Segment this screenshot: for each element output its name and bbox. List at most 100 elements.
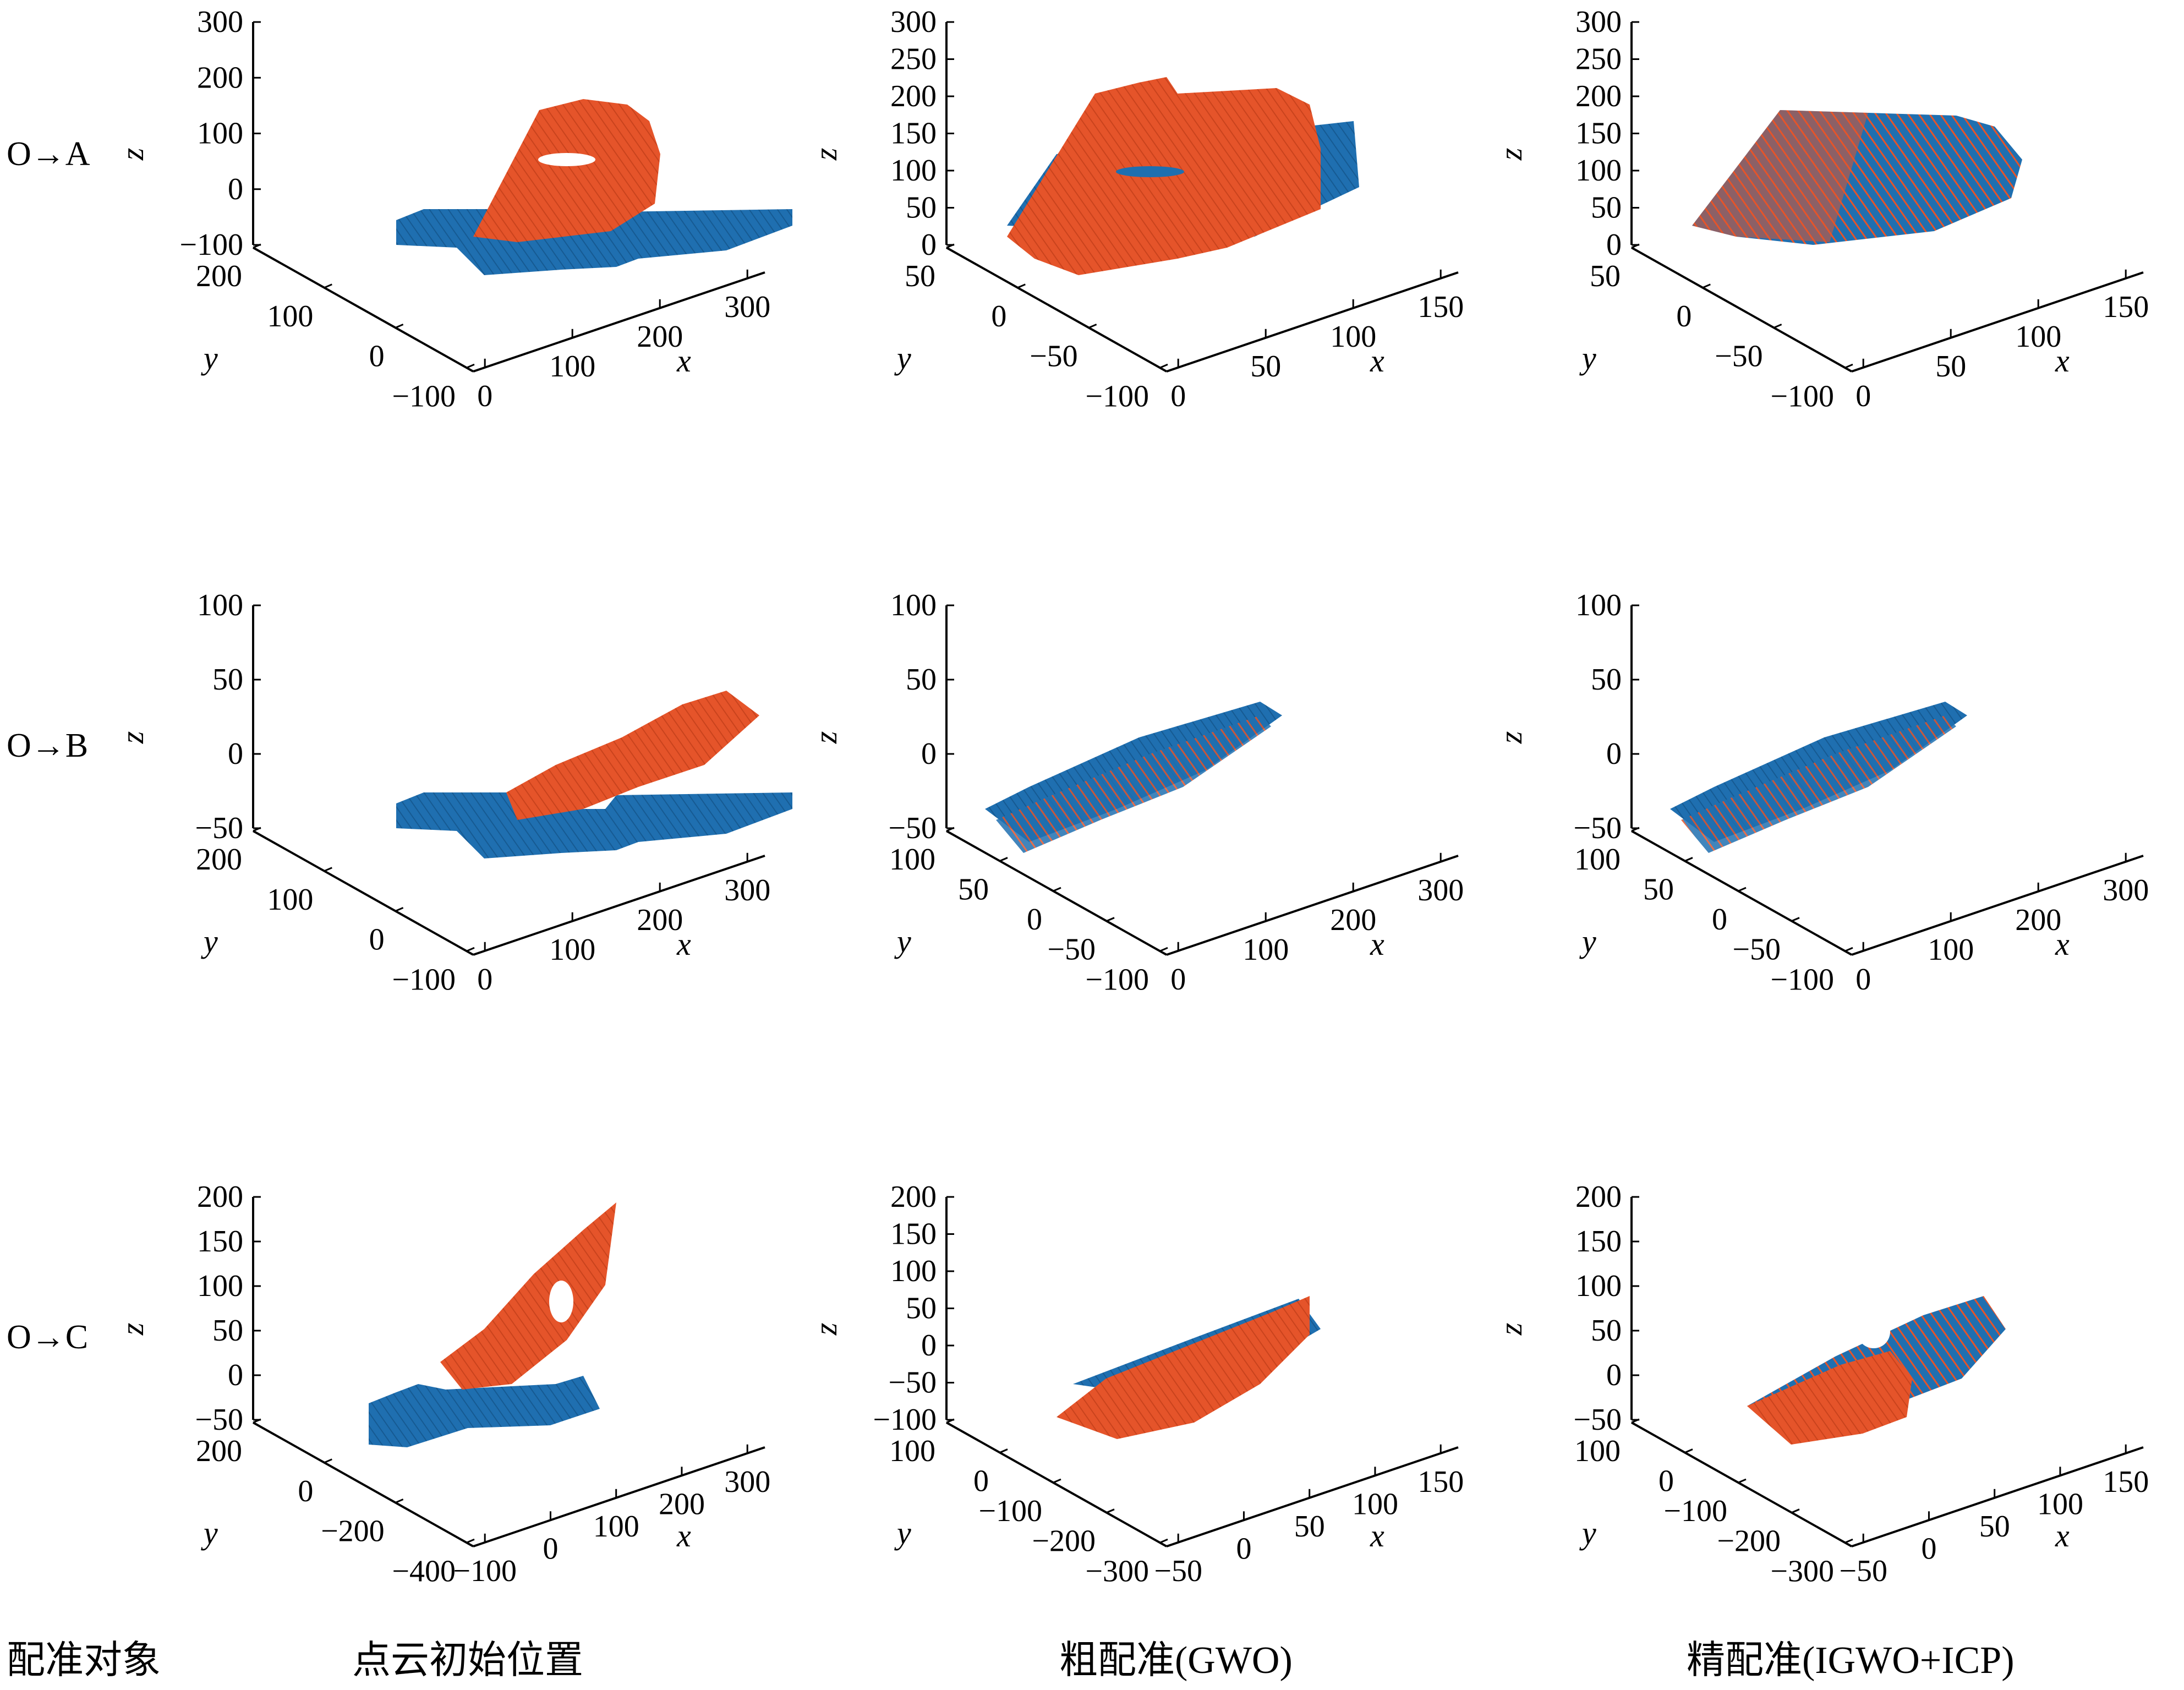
z-tick-label: 200 [197,1180,243,1214]
y-tick-label: −100 [392,962,456,997]
y-tick-label: 100 [889,1434,935,1468]
z-axis-label: z [1493,148,1529,161]
y-tick-label: −300 [1770,1554,1834,1588]
panel-oc-fine: 200150100500−50z1000−100−200−300y−500501… [1493,1180,2149,1588]
y-tick-label: 200 [196,1434,242,1468]
x-tick-label: 50 [1294,1509,1325,1544]
x-tick-label: 0 [1855,962,1871,997]
x-tick-label: 100 [1242,933,1289,967]
x-tick-label: 200 [1330,903,1376,937]
target-cloud-blue [369,1376,600,1447]
x-axis-label: x [676,1518,691,1554]
y-tick-mark [1738,887,1747,892]
source-cloud-orange [1747,1351,1912,1445]
source-cloud-orange [473,99,660,242]
z-tick-label: 300 [1575,5,1622,39]
y-tick-mark [253,243,261,249]
y-tick-label: −50 [1030,340,1078,374]
x-tick-label: 150 [1417,290,1464,324]
x-tick-label: 100 [2015,320,2061,354]
z-tick-label: 200 [890,79,937,113]
y-tick-mark [1017,283,1026,289]
x-axis-label: x [1370,926,1384,962]
x-tick-label: 150 [2103,1465,2149,1499]
x-tick-label: 300 [1417,873,1464,907]
y-tick-label: 100 [267,883,313,917]
z-tick-label: 100 [890,154,937,188]
z-axis-label: z [114,1323,150,1336]
z-tick-label: 100 [197,117,243,151]
x-axis-line [1851,1446,2144,1547]
x-tick-label: 300 [724,873,770,907]
y-tick-label: 0 [1712,903,1727,937]
panel-oc-coarse: 200150100500−50−100z1000−100−200−300y−50… [808,1180,1464,1588]
y-axis-line [253,1421,474,1547]
y-tick-label: −200 [321,1514,385,1549]
y-tick-mark [946,1418,955,1424]
y-tick-mark [395,1498,404,1503]
z-tick-label: 250 [1575,42,1622,76]
z-axis-label: z [1493,731,1529,745]
y-tick-mark [1631,243,1640,249]
x-tick-label: 300 [2103,873,2149,907]
z-tick-label: 50 [1591,1314,1622,1348]
cloud-hole [1116,166,1184,177]
z-tick-label: 0 [228,1358,243,1392]
z-tick-label: 50 [906,663,937,697]
y-axis-label: y [894,1515,911,1551]
y-tick-mark [395,324,404,329]
caption-coarse-registration: 粗配准(GWO) [1059,1639,1293,1682]
x-tick-label: 0 [1855,379,1871,413]
y-tick-mark [1106,917,1115,922]
z-tick-label: 0 [228,172,243,206]
z-tick-label: 150 [890,1217,937,1251]
z-tick-label: −50 [888,811,937,845]
z-tick-label: 50 [212,663,243,697]
y-axis-label: y [894,340,911,376]
caption-initial-position: 点云初始位置 [352,1639,583,1682]
x-tick-label: 0 [477,962,492,997]
x-axis-line [1851,271,2144,373]
z-tick-label: 50 [1591,191,1622,225]
z-tick-label: −50 [1573,811,1622,845]
panel-oc-initial: 200150100500−50z2000−200−400y−1000100200… [114,1180,770,1588]
y-tick-label: 0 [369,923,385,957]
y-tick-mark [1631,827,1640,832]
y-tick-mark [1684,857,1693,862]
y-axis-label: y [1579,1515,1596,1551]
z-tick-label: 0 [1606,1358,1622,1392]
y-tick-label: 0 [1676,299,1692,333]
y-tick-label: −50 [1715,340,1763,374]
y-tick-mark [253,827,261,832]
y-axis-label: y [201,1515,218,1551]
y-tick-label: −100 [1085,962,1149,997]
y-tick-label: 200 [196,843,242,877]
y-tick-label: 100 [889,843,935,877]
x-tick-label: 100 [593,1509,639,1544]
x-tick-label: 0 [1170,379,1186,413]
z-tick-label: 50 [906,191,937,225]
x-axis-line [1166,1446,1459,1547]
y-tick-mark [1053,1478,1061,1484]
y-tick-mark [1844,363,1853,369]
source-cloud-orange [506,691,759,820]
x-tick-label: 100 [549,349,595,384]
y-tick-mark [1159,947,1168,952]
z-tick-label: −50 [195,1403,243,1437]
x-tick-label: −50 [1839,1554,1887,1588]
y-tick-label: 0 [1027,903,1042,937]
z-tick-label: 0 [921,228,937,262]
x-axis-label: x [1370,343,1384,379]
y-tick-label: 0 [369,340,385,374]
x-axis-line [473,271,765,373]
y-tick-mark [1053,887,1061,892]
z-tick-label: 100 [1575,1269,1622,1303]
x-tick-label: −100 [453,1554,517,1588]
y-tick-mark [1088,324,1097,329]
y-tick-mark [1159,363,1168,369]
x-tick-label: 150 [1417,1465,1464,1499]
z-tick-label: 200 [890,1180,937,1214]
y-tick-label: −400 [392,1554,456,1588]
